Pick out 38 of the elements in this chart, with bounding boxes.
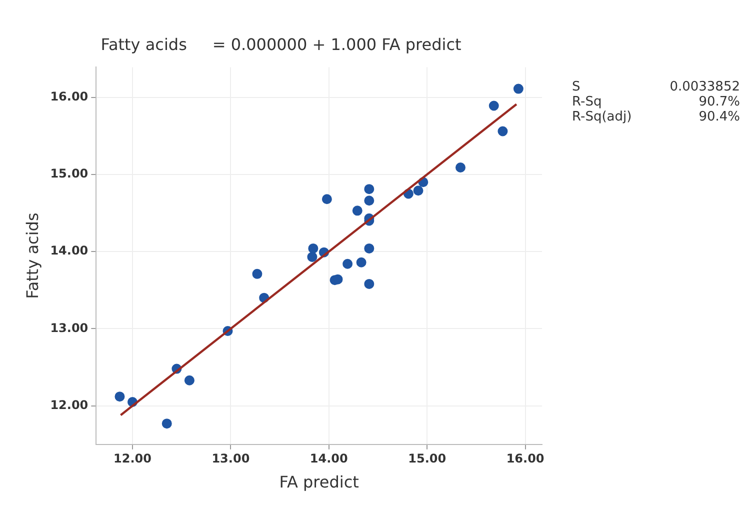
point (364, 196, 374, 206)
y-tick-label: 16.00 (50, 89, 88, 104)
y-tick-label: 14.00 (50, 244, 88, 258)
point (488, 100, 499, 111)
point (498, 126, 508, 136)
point (364, 278, 374, 289)
point (413, 186, 424, 196)
y-tick-label: 13.00 (50, 320, 88, 335)
chart-title: Fatty acids = 0.000000 + 1.000 FA predict (100, 34, 462, 54)
text: 90.7% (698, 94, 740, 110)
x-tick-label: 14.00 (310, 452, 348, 466)
text: R-Sq(adj) (572, 109, 632, 124)
point (364, 184, 374, 194)
y-tick-label: 12.00 (50, 398, 88, 412)
x-tick-label: 12.00 (114, 452, 152, 466)
text: 90.4% (698, 109, 740, 124)
point (356, 257, 366, 268)
point (364, 243, 374, 254)
text: 0.0033852 (670, 79, 740, 94)
point (252, 268, 262, 279)
x-tick-label: 13.00 (212, 452, 250, 466)
point (162, 418, 172, 429)
point (308, 243, 318, 254)
point (114, 392, 125, 402)
text: R-Sq (572, 94, 602, 110)
x-axis-title: FA predict (279, 472, 359, 492)
point (322, 194, 332, 204)
y-axis-title: Fatty acids (22, 212, 42, 299)
x-tick-label: 15.00 (408, 452, 446, 466)
point (352, 206, 362, 216)
point (455, 162, 466, 172)
text: S (572, 79, 580, 94)
point (342, 258, 353, 269)
point (307, 252, 318, 262)
point (513, 84, 524, 94)
y-tick-label: 15.00 (50, 166, 88, 181)
point (184, 375, 194, 386)
x-tick-label: 16.00 (506, 452, 544, 466)
